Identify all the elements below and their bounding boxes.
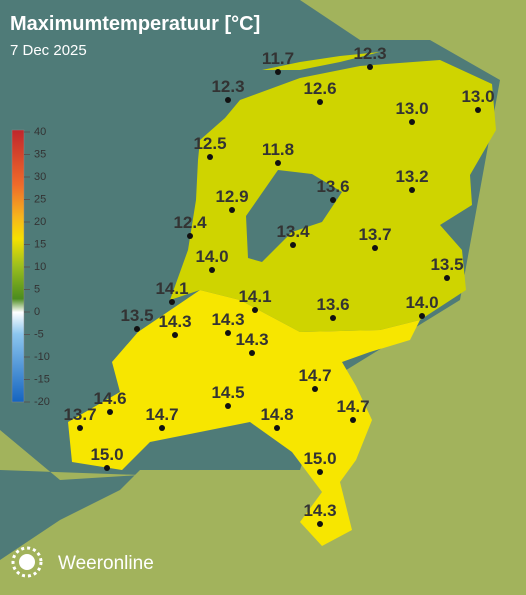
station-dot: [274, 425, 280, 431]
station-dot: [444, 275, 450, 281]
station-dot: [225, 330, 231, 336]
station-value: 14.8: [260, 405, 293, 424]
legend-bar: [11, 129, 25, 403]
station-dot: [225, 403, 231, 409]
station-value: 12.4: [173, 213, 207, 232]
station-dot: [104, 465, 110, 471]
station-dot: [275, 160, 281, 166]
station-value: 15.0: [90, 445, 123, 464]
station-dot: [209, 267, 215, 273]
station-value: 11.7: [262, 49, 294, 68]
land: [0, 430, 140, 480]
station-dot: [317, 99, 323, 105]
station-value: 13.4: [276, 222, 310, 241]
station-value: 12.3: [353, 44, 386, 63]
legend-tick-label: 10: [34, 261, 46, 273]
station-value: 14.3: [235, 330, 268, 349]
station-value: 13.0: [461, 87, 494, 106]
station-value: 11.8: [262, 140, 294, 159]
brand: Weeronline: [58, 553, 154, 574]
station-dot: [475, 107, 481, 113]
station-value: 14.0: [405, 293, 438, 312]
station-dot: [107, 409, 113, 415]
station-value: 12.3: [211, 77, 244, 96]
legend-tick-label: 35: [34, 148, 46, 160]
station-dot: [409, 187, 415, 193]
station-value: 15.0: [303, 449, 336, 468]
legend-tick-label: 25: [34, 193, 46, 205]
station-value: 14.5: [211, 383, 244, 402]
legend-tick-label: 5: [34, 283, 40, 295]
legend-tick-label: 40: [34, 126, 46, 138]
station-value: 13.6: [316, 177, 349, 196]
station-value: 13.6: [316, 295, 349, 314]
station-value: 14.6: [93, 389, 126, 408]
station-dot: [312, 386, 318, 392]
station-dot: [372, 245, 378, 251]
legend-tick-label: 0: [34, 306, 40, 318]
date: 7 Dec 2025: [10, 42, 87, 59]
legend-tick-label: -5: [34, 328, 44, 340]
station-value: 14.7: [336, 397, 369, 416]
logo-icon: [11, 546, 43, 578]
station-value: 13.0: [395, 99, 428, 118]
station-value: 14.0: [195, 247, 228, 266]
station-dot: [367, 64, 373, 70]
logo-icon: [19, 554, 35, 570]
station-value: 14.7: [145, 405, 178, 424]
station-value: 13.5: [430, 255, 463, 274]
station-value: 12.5: [193, 134, 226, 153]
legend-tick-label: 20: [34, 216, 46, 228]
legend-tick-label: -15: [34, 373, 50, 385]
station-dot: [207, 154, 213, 160]
station-dot: [409, 119, 415, 125]
station-value: 14.3: [303, 501, 336, 520]
station-value: 14.1: [238, 287, 271, 306]
station-dot: [350, 417, 356, 423]
title: Maximumtemperatuur [°C]: [10, 13, 260, 35]
station-dot: [249, 350, 255, 356]
station-dot: [225, 97, 231, 103]
lake: [246, 170, 342, 262]
station-value: 12.6: [303, 79, 336, 98]
station-value: 13.7: [63, 405, 96, 424]
station-value: 13.5: [120, 306, 153, 325]
station-dot: [187, 233, 193, 239]
legend-tick-label: -20: [34, 396, 50, 408]
station-dot: [172, 332, 178, 338]
station-dot: [252, 307, 258, 313]
legend-tick-label: 15: [34, 238, 46, 250]
station-dot: [77, 425, 83, 431]
region-south: [68, 290, 420, 546]
station-dot: [229, 207, 235, 213]
legend-tick-label: -10: [34, 351, 50, 363]
station-dot: [134, 326, 140, 332]
station-value: 14.7: [298, 366, 331, 385]
station-value: 13.2: [395, 167, 428, 186]
station-dot: [330, 315, 336, 321]
station-dot: [317, 469, 323, 475]
station-dot: [290, 242, 296, 248]
station-value: 14.3: [211, 310, 244, 329]
legend-tick-label: 30: [34, 171, 46, 183]
station-value: 14.1: [155, 279, 188, 298]
station-value: 13.7: [358, 225, 391, 244]
station-dot: [330, 197, 336, 203]
station-value: 14.3: [158, 312, 191, 331]
station-dot: [275, 69, 281, 75]
station-dot: [419, 313, 425, 319]
station-dot: [169, 299, 175, 305]
station-dot: [317, 521, 323, 527]
islands: [262, 52, 380, 70]
station-value: 12.9: [215, 187, 248, 206]
station-dot: [159, 425, 165, 431]
